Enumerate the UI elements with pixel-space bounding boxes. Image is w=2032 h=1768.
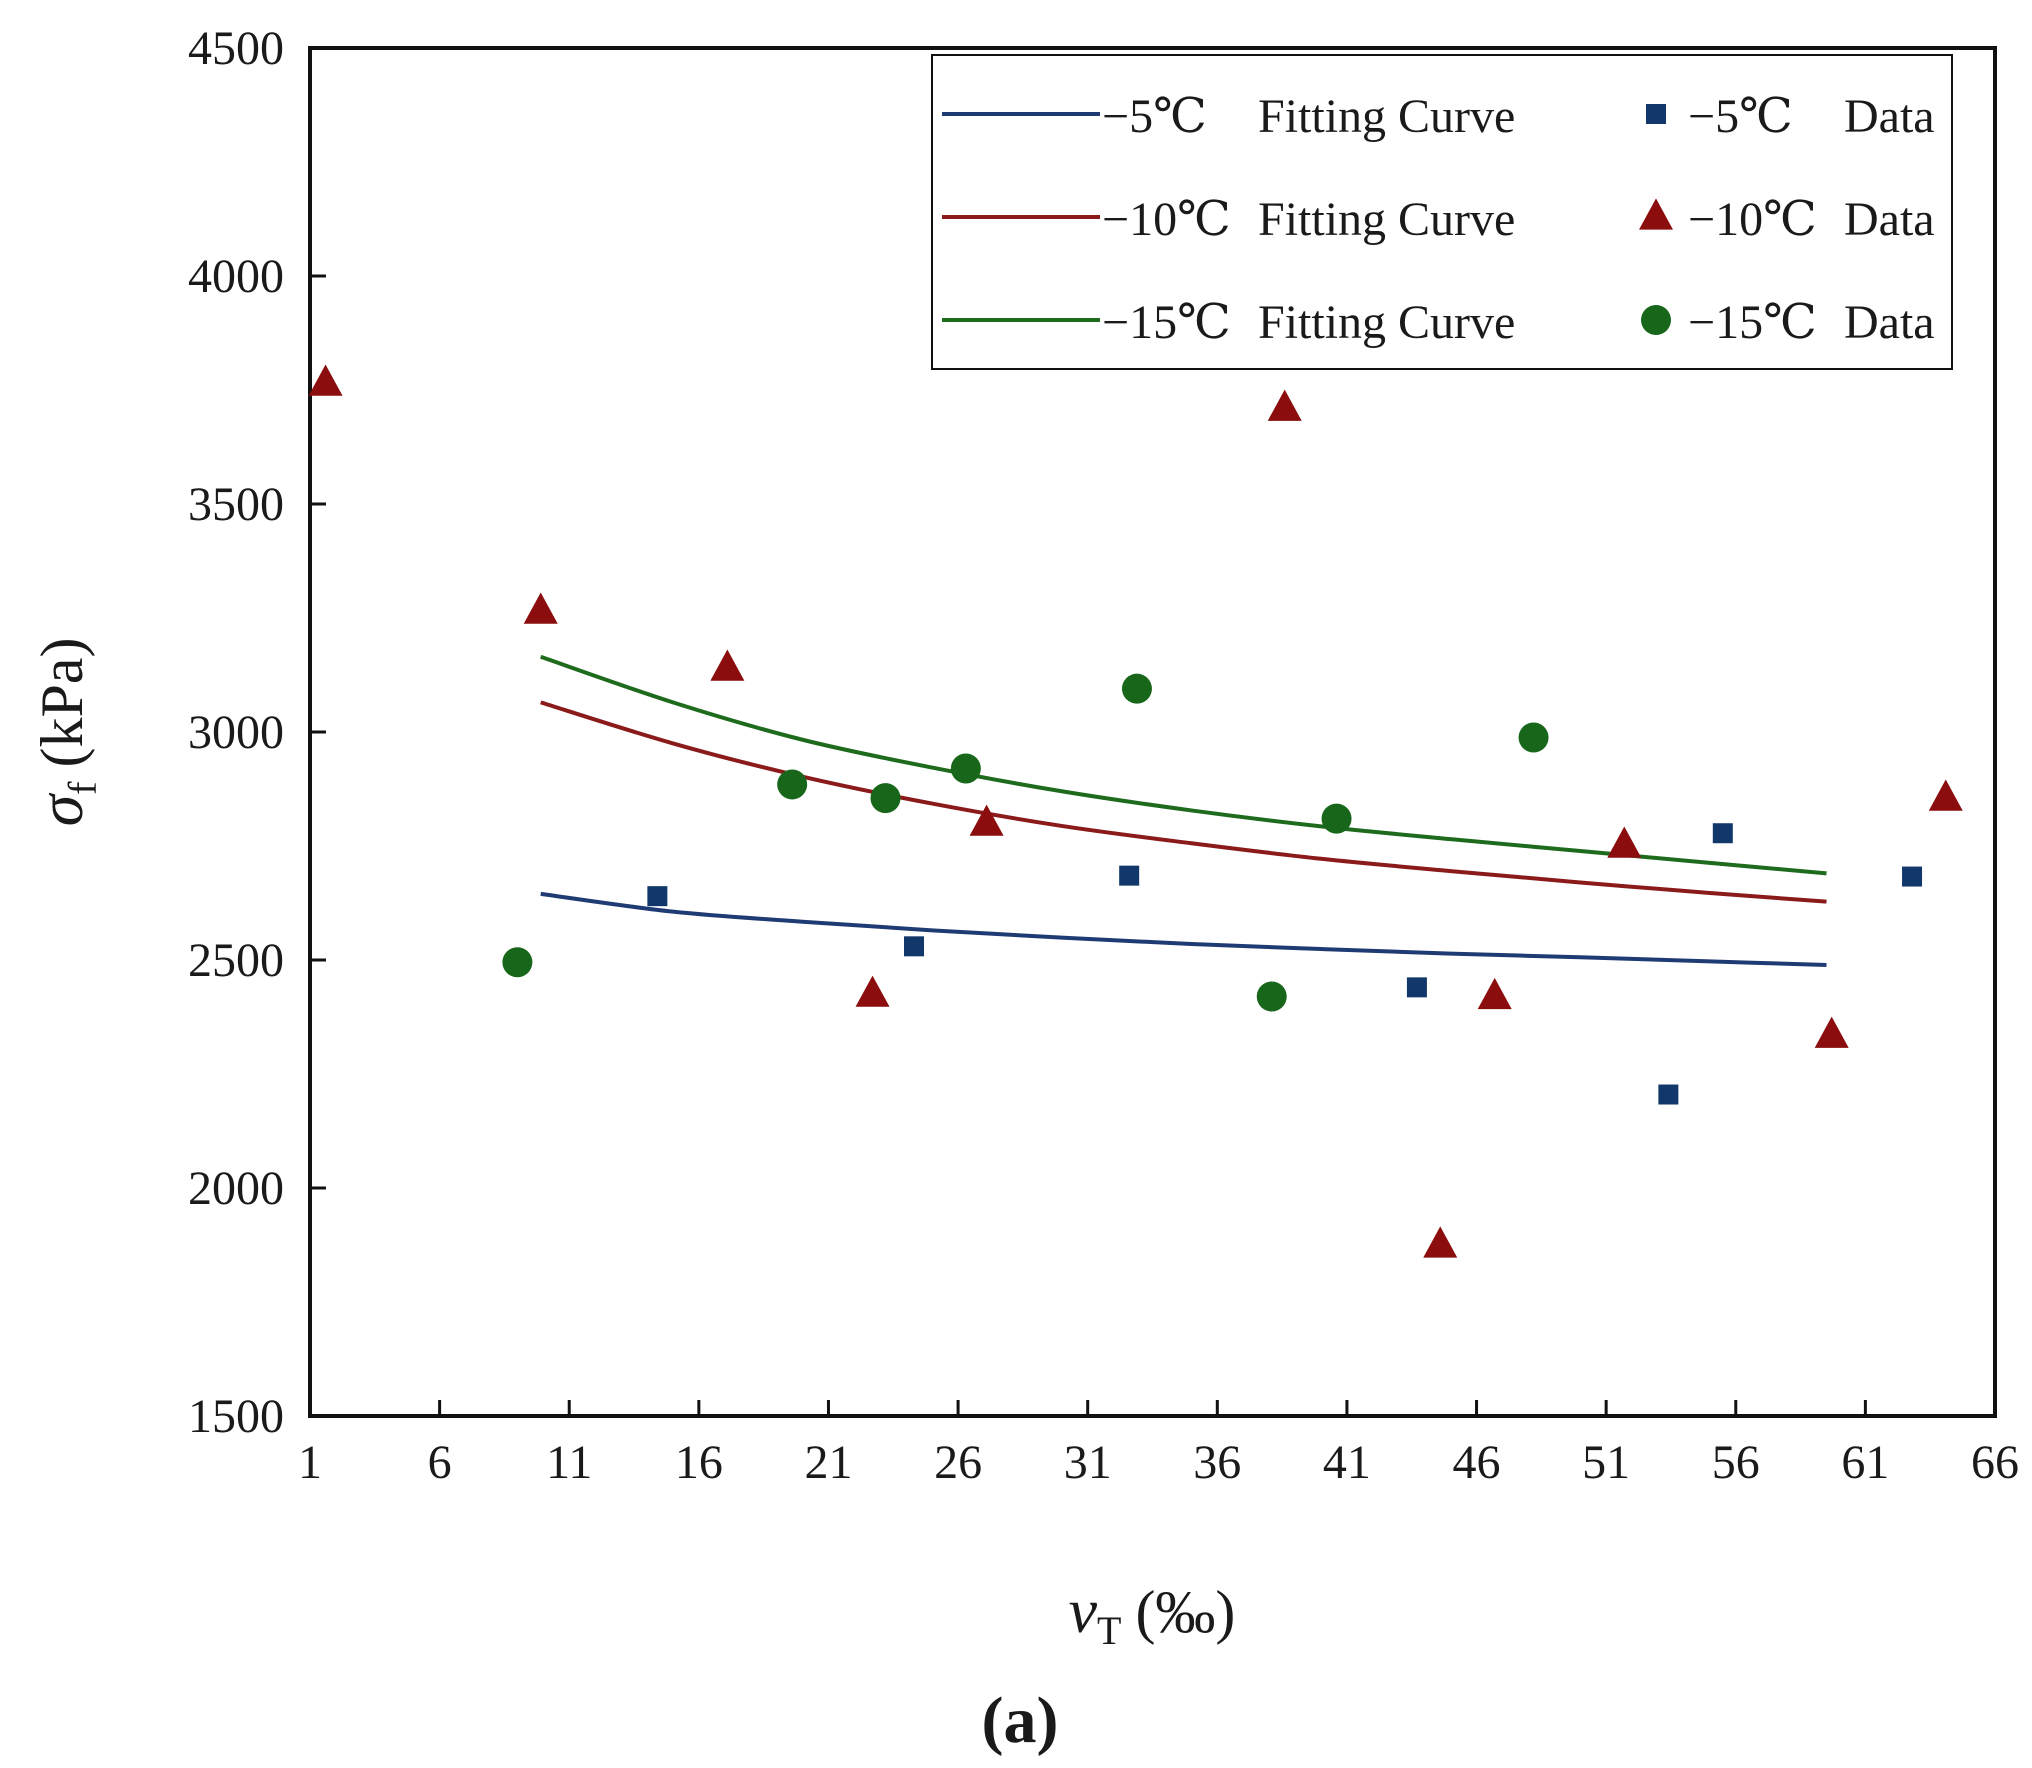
y-tick-label: 4500	[188, 22, 284, 75]
data-point-minus5-square	[1406, 977, 1427, 998]
data-point-minus15-circle	[870, 783, 901, 814]
data-point-minus10-triangle	[523, 592, 558, 624]
x-tick-label: 56	[1712, 1436, 1760, 1489]
legend-label-data-temp: −10℃	[1688, 193, 1817, 246]
y-tick-label: 1500	[188, 1390, 284, 1443]
legend-label-fit-temp: −10℃	[1102, 193, 1231, 246]
x-tick-label: 26	[934, 1436, 982, 1489]
x-tick-label: 6	[428, 1436, 452, 1489]
data-point-minus10-triangle	[1267, 389, 1302, 421]
panel-label: (a)	[982, 1684, 1059, 1757]
legend-items: −5℃ Fitting Curve −10℃ Fitting Curve −15℃ Fit…	[942, 90, 1935, 349]
legend-label-data-text: Data	[1844, 296, 1935, 349]
legend-swatch-data-minus5	[1646, 104, 1666, 124]
data-point-minus5-square	[1658, 1084, 1679, 1105]
x-tick-label: 1	[298, 1436, 322, 1489]
x-tick-label: 41	[1323, 1436, 1371, 1489]
data-point-minus5-square	[904, 936, 925, 957]
legend-label-fit-temp: −15℃	[1102, 296, 1231, 349]
data-point-minus10-triangle	[1814, 1016, 1849, 1048]
data-point-minus5-square	[1902, 866, 1923, 887]
legend-label-data-temp: −5℃	[1688, 90, 1793, 143]
y-axis-title: σf(kPa)	[25, 638, 105, 827]
y-tick-label: 3000	[188, 706, 284, 759]
legend: −5℃ Fitting Curve −10℃ Fitting Curve −15℃ Fit…	[931, 54, 1953, 370]
data-point-minus10-triangle	[710, 649, 745, 681]
legend-label-fit-text: Fitting Curve	[1258, 193, 1515, 246]
y-tick-label: 3500	[188, 478, 284, 531]
legend-box	[931, 54, 1953, 370]
data-point-minus10-triangle	[969, 804, 1004, 836]
x-tick-label: 11	[546, 1436, 592, 1489]
data-point-minus15-circle	[1321, 803, 1352, 834]
data-point-minus15-circle	[950, 753, 981, 784]
data-point-minus10-triangle	[308, 364, 343, 396]
data-point-minus15-circle	[502, 947, 533, 978]
data-point-minus10-triangle	[1423, 1226, 1458, 1258]
legend-label-fit-text: Fitting Curve	[1258, 296, 1515, 349]
y-tick-label: 2000	[188, 1162, 284, 1215]
x-axis-title: vT (‰)	[1069, 1575, 1236, 1653]
x-tick-label: 61	[1841, 1436, 1889, 1489]
legend-label-data-temp: −15℃	[1688, 296, 1817, 349]
x-tick-label: 31	[1064, 1436, 1112, 1489]
fit-curve-minus5	[540, 891, 1827, 968]
legend-label-data-text: Data	[1844, 90, 1935, 143]
legend-label-fit-text: Fitting Curve	[1258, 90, 1515, 143]
data-point-minus15-circle	[1121, 673, 1152, 704]
x-tick-label: 36	[1193, 1436, 1241, 1489]
x-tick-label: 16	[675, 1436, 723, 1489]
data-point-minus10-triangle	[1928, 779, 1963, 811]
data-point-minus15-circle	[777, 769, 808, 800]
x-tick-label: 46	[1453, 1436, 1501, 1489]
data-point-minus5-square	[1712, 823, 1733, 844]
y-axis-ticks: 1500 2000 2500 3000 3500 4000 4500	[188, 22, 326, 1443]
x-axis-ticks: 1 6 11 16 21 26 31 36 41 46 51 56 61 66	[298, 1400, 2019, 1489]
data-point-minus15-circle	[1256, 981, 1287, 1012]
legend-swatch-data-minus15	[1641, 305, 1671, 335]
data-point-minus10-triangle	[1477, 977, 1512, 1010]
y-tick-label: 2500	[188, 934, 284, 987]
data-point-minus5-square	[647, 886, 668, 907]
fit-curve-minus10	[540, 700, 1827, 904]
data-point-minus5-square	[1119, 865, 1140, 886]
data-point-minus15-circle	[1518, 722, 1549, 753]
legend-label-fit-temp: −5℃	[1102, 90, 1207, 143]
data-markers	[308, 364, 1963, 1258]
y-tick-label: 4000	[188, 250, 284, 303]
x-tick-label: 21	[804, 1436, 852, 1489]
legend-swatch-data-minus10	[1639, 198, 1673, 230]
legend-label-data-text: Data	[1844, 193, 1935, 246]
data-point-minus10-triangle	[1607, 826, 1642, 858]
x-tick-label: 66	[1971, 1436, 2019, 1489]
data-point-minus10-triangle	[855, 975, 890, 1007]
x-tick-label: 51	[1582, 1436, 1630, 1489]
